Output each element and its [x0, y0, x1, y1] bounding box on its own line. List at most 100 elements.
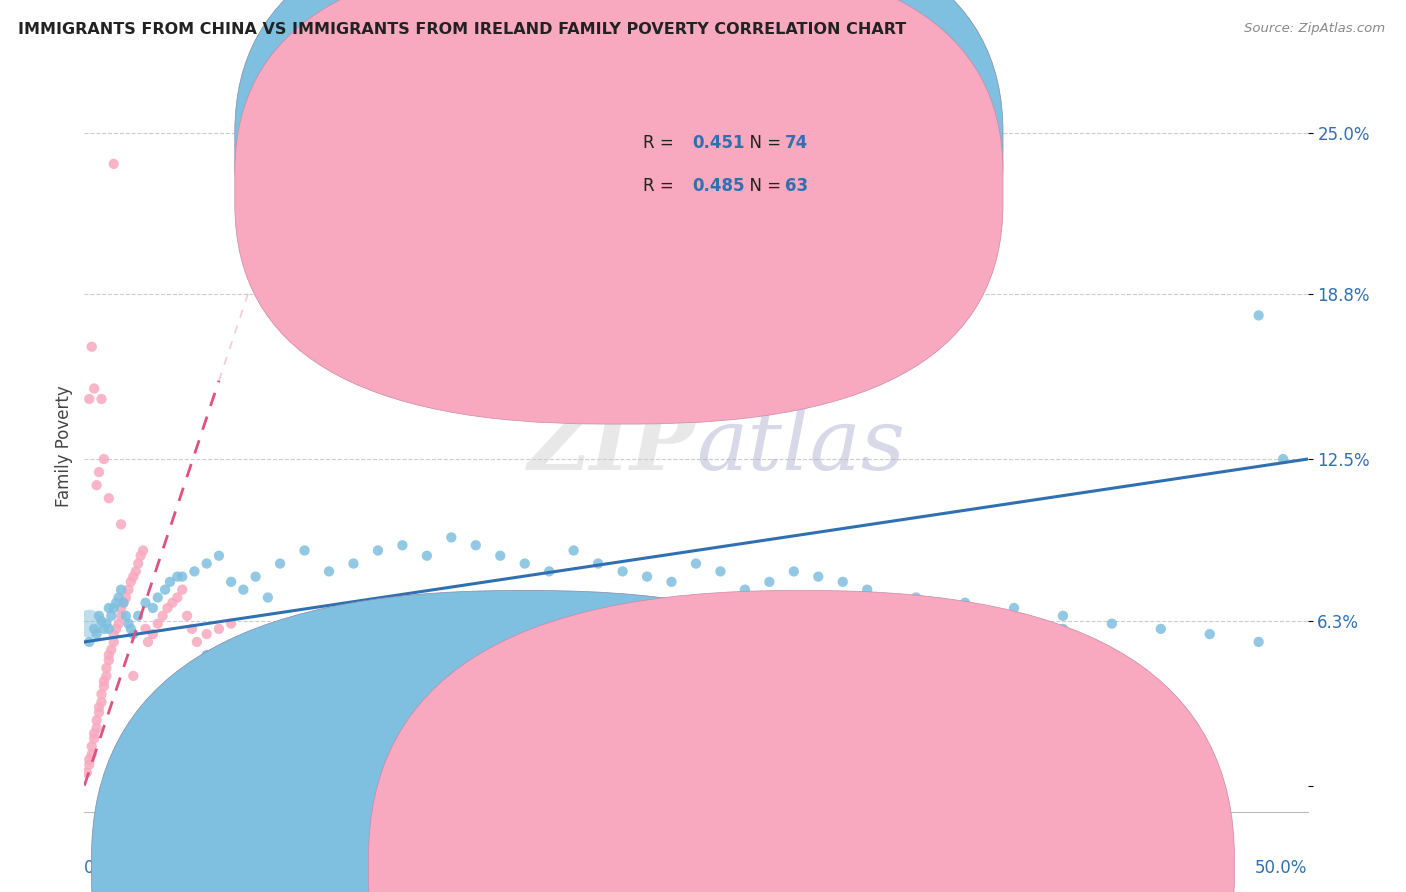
Point: [127, 608, 149, 623]
Text: Immigrants from China: Immigrants from China: [520, 857, 727, 872]
Point: [100, 608, 122, 623]
Point: [146, 616, 169, 631]
Point: [86, 721, 108, 735]
Point: [245, 569, 267, 583]
Point: [90, 695, 112, 709]
Text: 50.0%: 50.0%: [1256, 859, 1308, 877]
Point: [120, 622, 142, 636]
Point: [122, 627, 145, 641]
Point: [112, 596, 135, 610]
Point: [1101, 616, 1123, 631]
Point: [1247, 635, 1270, 649]
Text: atlas: atlas: [696, 405, 905, 487]
Point: [489, 549, 512, 563]
Point: [219, 574, 242, 589]
Point: [83, 726, 105, 740]
Text: N =: N =: [738, 178, 786, 195]
Point: [636, 569, 658, 583]
Point: [1150, 622, 1173, 636]
Point: [112, 596, 135, 610]
Point: [122, 669, 145, 683]
Point: [105, 622, 128, 636]
Point: [538, 565, 561, 579]
Point: [709, 565, 731, 579]
Text: 63: 63: [786, 178, 808, 195]
Point: [661, 574, 683, 589]
FancyBboxPatch shape: [235, 0, 1002, 424]
Text: 74: 74: [786, 134, 808, 153]
Point: [734, 582, 756, 597]
Point: [1052, 608, 1074, 623]
Point: [257, 591, 280, 605]
Point: [166, 569, 188, 583]
Point: [135, 596, 157, 610]
Point: [117, 582, 139, 597]
Point: [129, 549, 152, 563]
FancyBboxPatch shape: [579, 110, 860, 219]
Point: [136, 635, 159, 649]
Text: ZIP: ZIP: [529, 404, 696, 488]
Point: [103, 157, 125, 171]
Point: [269, 557, 291, 571]
Point: [232, 635, 254, 649]
Point: [513, 557, 536, 571]
Point: [783, 565, 806, 579]
Point: [103, 601, 125, 615]
Point: [120, 574, 142, 589]
Point: [1198, 627, 1220, 641]
Point: [125, 565, 148, 579]
Point: [208, 622, 231, 636]
Point: [122, 569, 145, 583]
Point: [97, 648, 120, 662]
Point: [107, 591, 129, 605]
Text: Immigrants from Ireland: Immigrants from Ireland: [801, 857, 1018, 872]
Point: [195, 627, 218, 641]
Point: [758, 574, 780, 589]
Point: [586, 557, 609, 571]
Point: [208, 549, 231, 563]
Point: [159, 574, 181, 589]
Point: [172, 582, 194, 597]
Point: [127, 557, 149, 571]
Point: [342, 557, 364, 571]
Point: [232, 582, 254, 597]
Text: R =: R =: [644, 178, 679, 195]
Point: [1002, 601, 1025, 615]
Point: [219, 616, 242, 631]
Point: [96, 661, 118, 675]
Point: [807, 616, 830, 631]
Point: [86, 627, 108, 641]
Point: [953, 596, 976, 610]
Point: [100, 642, 122, 657]
Point: [103, 635, 125, 649]
Point: [152, 608, 174, 623]
Text: 0.0%: 0.0%: [84, 859, 127, 877]
Point: [110, 608, 132, 623]
Point: [1272, 452, 1295, 467]
Text: Source: ZipAtlas.com: Source: ZipAtlas.com: [1244, 22, 1385, 36]
Point: [87, 608, 110, 623]
Point: [195, 557, 218, 571]
Point: [146, 591, 169, 605]
Point: [905, 591, 928, 605]
Point: [87, 706, 110, 720]
Point: [97, 491, 120, 506]
Point: [77, 616, 100, 631]
Point: [440, 530, 463, 544]
Point: [367, 543, 389, 558]
Point: [318, 635, 340, 649]
Point: [562, 627, 585, 641]
Point: [115, 608, 138, 623]
Point: [97, 622, 120, 636]
Point: [110, 582, 132, 597]
Point: [117, 616, 139, 631]
Point: [103, 627, 125, 641]
Point: [90, 614, 112, 628]
Point: [162, 596, 184, 610]
Point: [166, 591, 188, 605]
Point: [195, 648, 218, 662]
Text: 0.485: 0.485: [692, 178, 745, 195]
Point: [87, 465, 110, 479]
Text: R =: R =: [644, 134, 679, 153]
Point: [115, 591, 138, 605]
